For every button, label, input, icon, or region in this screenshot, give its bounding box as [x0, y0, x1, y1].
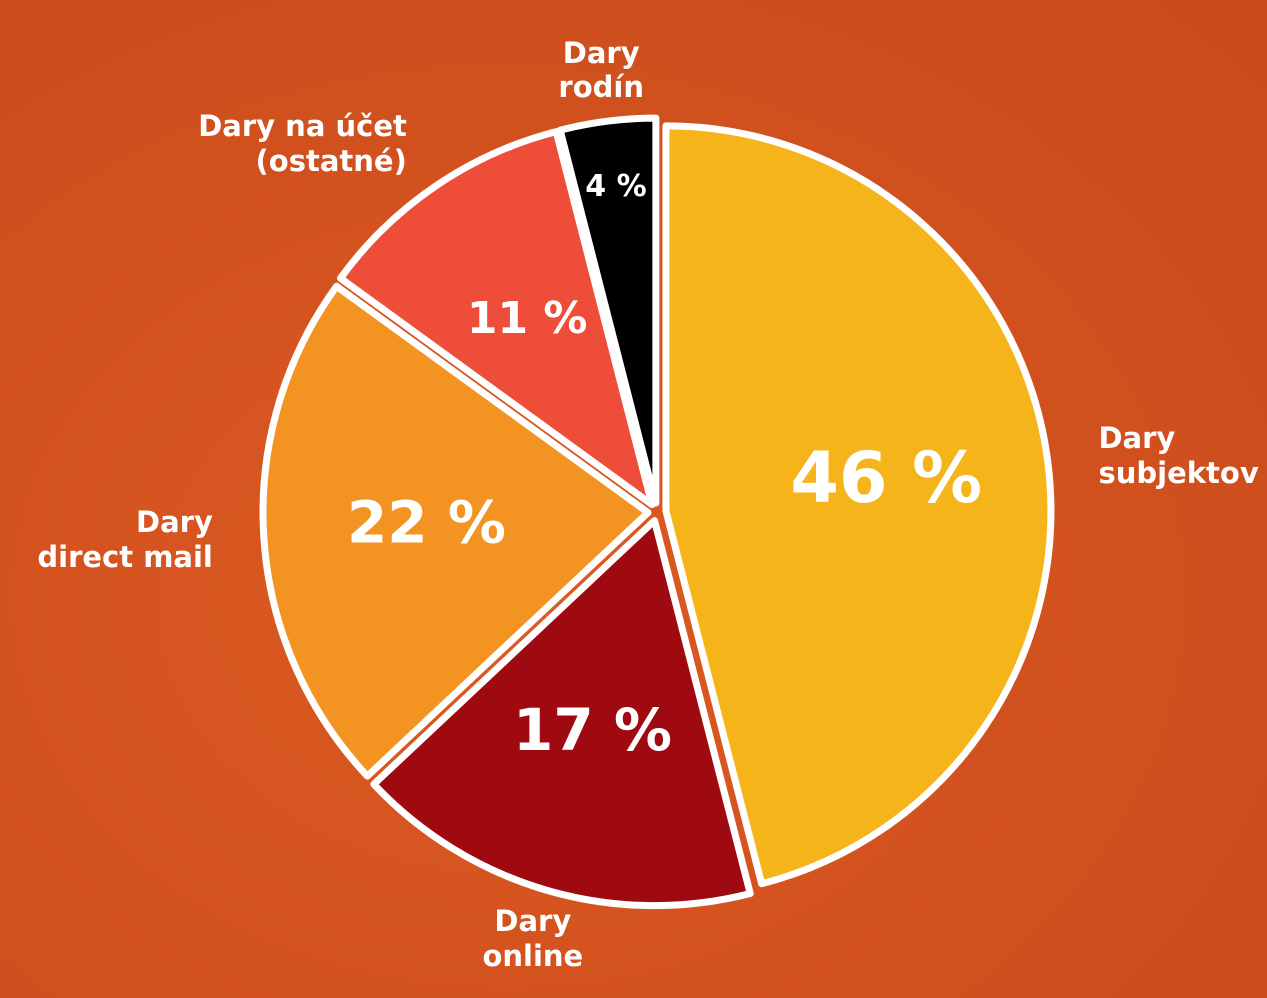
value-label: 46 % — [790, 437, 982, 519]
pie-slice — [370, 517, 754, 910]
pie-slice — [556, 114, 660, 507]
value-label: 22 % — [347, 489, 506, 557]
value-label: 11 % — [467, 293, 588, 344]
category-label: Dary rodín — [558, 35, 645, 105]
value-label: 4 % — [585, 169, 646, 204]
category-label: Dary na účet (ostatné) — [198, 109, 407, 178]
category-label: Dary subjektov — [1098, 421, 1259, 491]
category-label: Dary direct mail — [37, 505, 213, 574]
pie-slice — [259, 282, 652, 780]
value-label: 17 % — [513, 696, 672, 764]
pie-slice — [336, 128, 656, 509]
category-label: Dary online — [482, 904, 584, 974]
pie-slice — [662, 122, 1055, 888]
